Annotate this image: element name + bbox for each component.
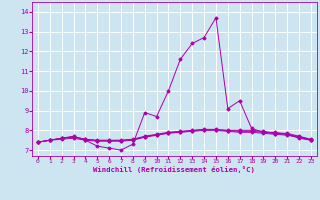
X-axis label: Windchill (Refroidissement éolien,°C): Windchill (Refroidissement éolien,°C) xyxy=(93,166,255,173)
